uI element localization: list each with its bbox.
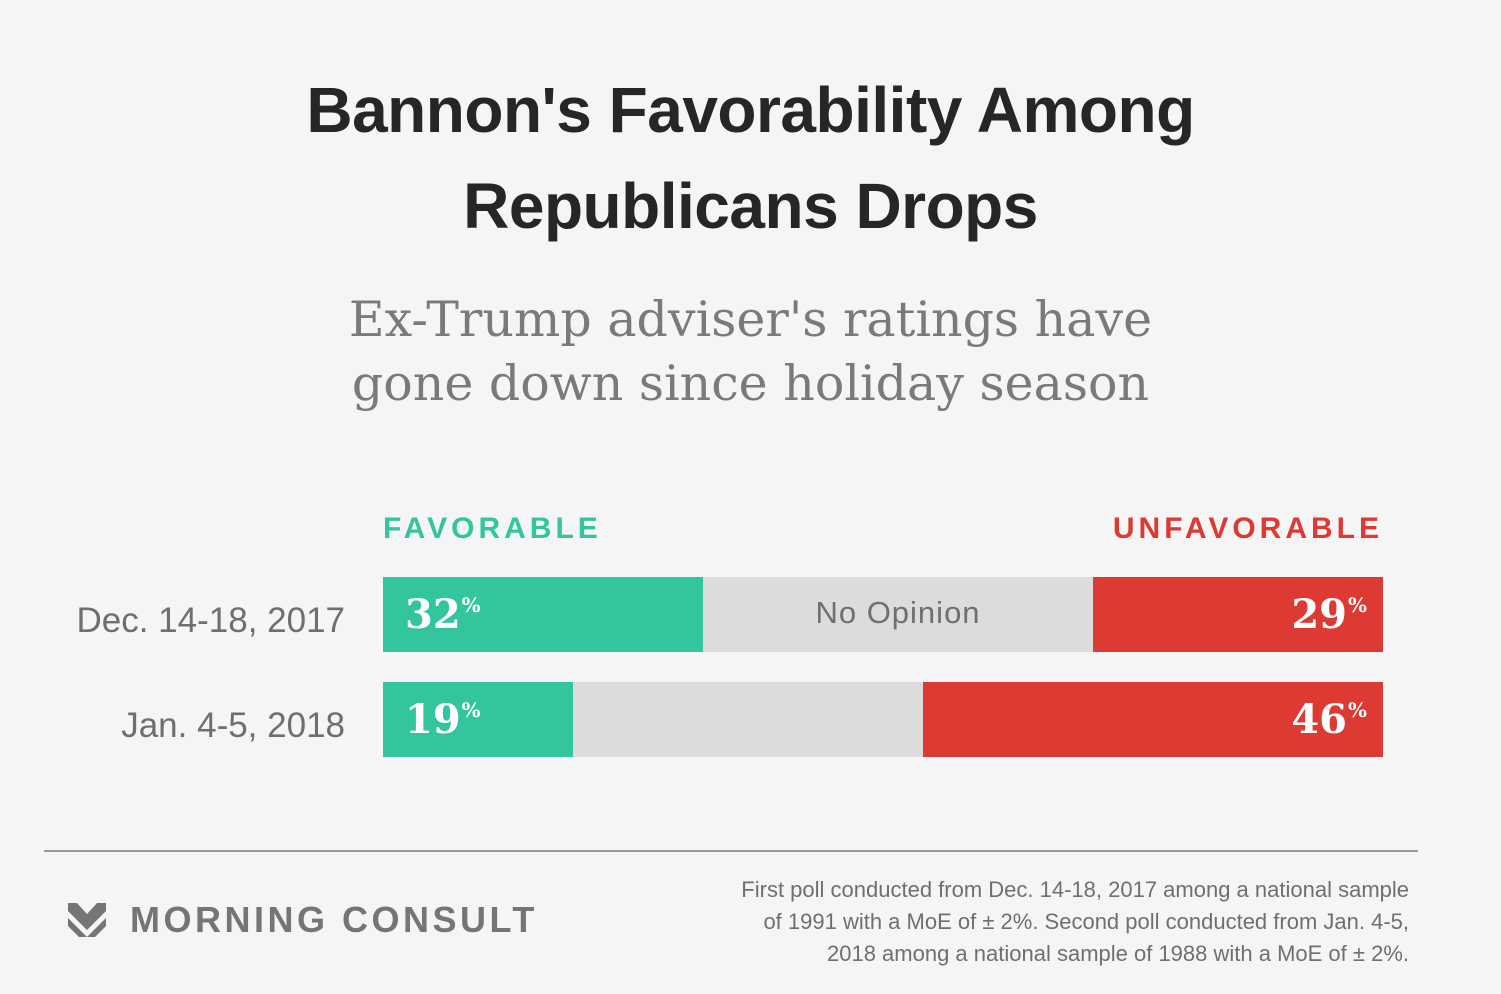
percent-sign: % [1347, 593, 1367, 617]
bar-segment-no-opinion: No Opinion [703, 577, 1093, 652]
value-number: 19 [405, 696, 461, 743]
legend-favorable: FAVORABLE [383, 512, 602, 545]
source-note-line-3: 2018 among a national sample of 1988 wit… [827, 941, 1409, 966]
chart-subtitle-line-1: Ex-Trump adviser's ratings have [348, 291, 1153, 348]
brand-logo: MORNING CONSULT [68, 899, 538, 940]
value-label-unfavorable: 46% [1291, 696, 1367, 743]
bar-segment-unfavorable: 46% [923, 682, 1383, 757]
row-label: Dec. 14-18, 2017 [76, 601, 345, 640]
value-number: 29 [1291, 591, 1347, 638]
legend-unfavorable: UNFAVORABLE [1112, 512, 1383, 545]
percent-sign: % [1347, 698, 1367, 722]
bar-segment-favorable: 19% [383, 682, 573, 757]
brand-name: MORNING CONSULT [130, 899, 538, 940]
morning-consult-chevron-icon [68, 903, 106, 937]
row-label: Jan. 4-5, 2018 [121, 706, 345, 745]
chart-title-line-2: Republicans Drops [463, 170, 1038, 242]
value-number: 46 [1291, 696, 1347, 743]
bar-row: 32% No Opinion 29% [383, 577, 1383, 652]
no-opinion-label: No Opinion [815, 595, 981, 630]
chart-subtitle: Ex-Trump adviser's ratings have gone dow… [0, 288, 1501, 416]
chart-title-line-1: Bannon's Favorability Among [306, 74, 1195, 146]
value-label-unfavorable: 29% [1291, 591, 1367, 638]
chart-title: Bannon's Favorability Among Republicans … [0, 62, 1501, 254]
percent-sign: % [461, 593, 481, 617]
source-note-line-2: of 1991 with a MoE of ± 2%. Second poll … [763, 909, 1409, 934]
footer-divider [44, 850, 1418, 852]
chart-subtitle-line-2: gone down since holiday season [351, 355, 1150, 412]
value-label-favorable: 19% [405, 696, 481, 743]
source-note-line-1: First poll conducted from Dec. 14-18, 20… [741, 877, 1409, 902]
value-number: 32 [405, 591, 461, 638]
bar-segment-favorable: 32% [383, 577, 703, 652]
source-note: First poll conducted from Dec. 14-18, 20… [589, 874, 1409, 970]
bar-row: 19% 46% [383, 682, 1383, 757]
value-label-favorable: 32% [405, 591, 481, 638]
bar-segment-no-opinion [573, 682, 923, 757]
bar-segment-unfavorable: 29% [1093, 577, 1383, 652]
percent-sign: % [461, 698, 481, 722]
